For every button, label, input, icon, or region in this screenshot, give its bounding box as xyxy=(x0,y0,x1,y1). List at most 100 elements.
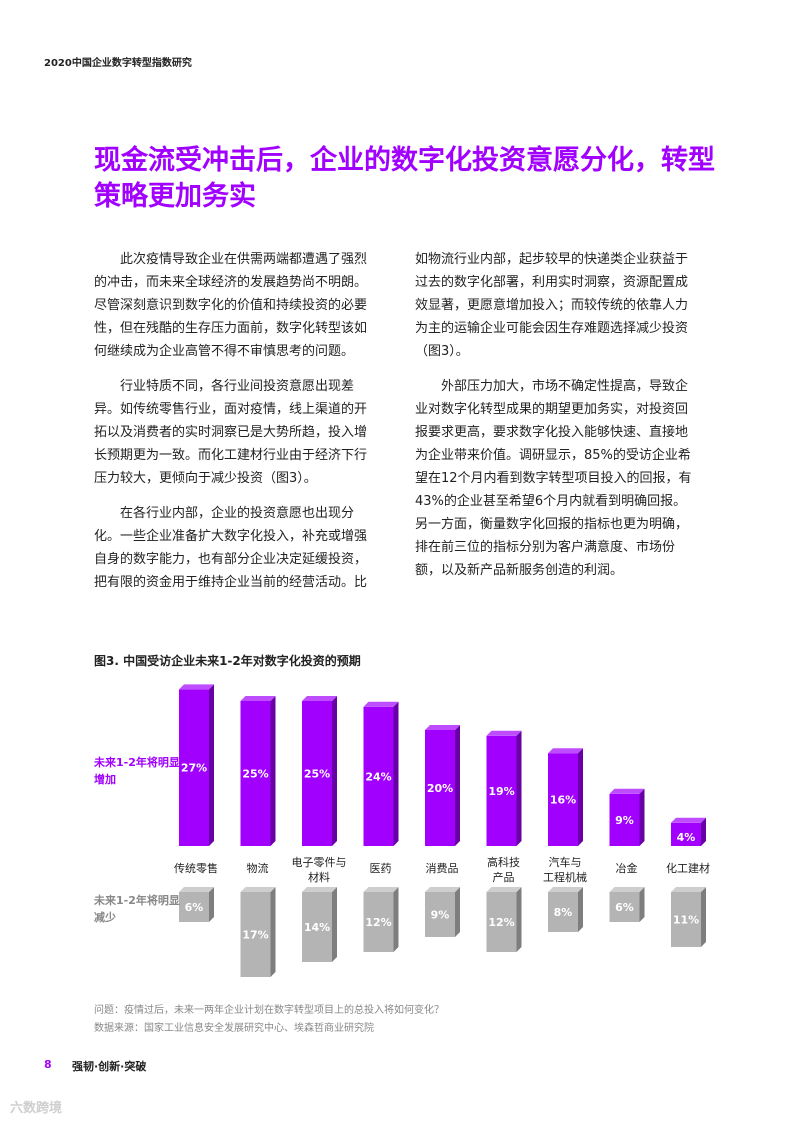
increase-bar-side xyxy=(516,730,522,846)
increase-bar-front xyxy=(671,822,701,846)
decrease-value-label: 12% xyxy=(365,916,391,929)
decrease-bar-side xyxy=(393,887,399,952)
increase-bar-side xyxy=(578,748,583,846)
decrease-bar-side xyxy=(455,887,460,937)
decrease-bar-top xyxy=(486,887,522,892)
category-label: 冶金 xyxy=(616,861,638,875)
increase-value-label: 24% xyxy=(365,770,391,783)
increase-value-label: 27% xyxy=(181,762,207,775)
decrease-bar-top xyxy=(179,887,214,892)
increase-bar-front xyxy=(486,735,517,846)
decrease-bar-side xyxy=(639,887,645,922)
report-title: 2020中国企业数字转型指数研究 xyxy=(44,58,192,69)
increase-bar-side xyxy=(393,701,399,846)
category-label: 工程机械 xyxy=(543,870,587,884)
increase-bar-side xyxy=(270,696,276,846)
category-label: 电子零件与 xyxy=(292,856,347,869)
increase-bar-front xyxy=(240,701,271,846)
increase-bar-front xyxy=(179,689,209,846)
page-number: 8 xyxy=(44,1058,52,1071)
decrease-bar-side xyxy=(701,887,706,947)
decrease-bar-top xyxy=(671,887,706,892)
body-paragraph: 在各行业内部，企业的投资意愿也出现分化。一些企业准备扩大数字化投入，补充或增强自… xyxy=(94,506,368,590)
increase-value-label: 20% xyxy=(427,782,453,795)
decrease-bar-front xyxy=(302,892,332,962)
decrease-value-label: 17% xyxy=(242,929,268,942)
increase-bar-side xyxy=(332,696,337,846)
decrease-value-label: 14% xyxy=(304,921,330,934)
category-label: 化工建材 xyxy=(666,861,710,875)
decrease-bar-side xyxy=(209,887,214,922)
body-paragraph: 外部压力加大，市场不确定性提高，导致企业对数字化转型成果的期望更加务实，对投资回… xyxy=(415,379,692,578)
decrease-value-label: 6% xyxy=(185,901,204,914)
increase-bar-side xyxy=(639,788,645,846)
increase-row-label: 未来1-2年将明显增加 xyxy=(94,756,180,786)
decrease-bar-side xyxy=(270,887,276,977)
decrease-bar-side xyxy=(332,887,337,962)
decrease-value-label: 11% xyxy=(673,914,699,927)
decrease-bar-side xyxy=(516,887,522,952)
decrease-bar-top xyxy=(240,887,276,892)
increase-value-label: 9% xyxy=(615,814,634,827)
increase-bar-side xyxy=(701,817,706,846)
category-label: 材料 xyxy=(308,870,330,884)
increase-bar-top xyxy=(179,684,214,690)
increase-bar-front xyxy=(363,706,394,846)
increase-bar-top xyxy=(548,748,583,754)
watermark-logo: 六数跨境 xyxy=(10,1101,63,1116)
decrease-bar-front xyxy=(486,892,517,952)
category-label: 高科技 xyxy=(487,855,520,869)
decrease-bar-side xyxy=(578,887,583,932)
increase-value-label: 25% xyxy=(304,768,330,781)
category-label: 产品 xyxy=(493,870,515,884)
increase-bar-top xyxy=(609,788,645,794)
decrease-bar-top xyxy=(425,887,460,892)
decrease-bar-front xyxy=(363,892,394,952)
body-paragraph: 此次疫情导致企业在供需两端都遭遇了强烈的冲击，而未来全球经济的发展趋势尚不明朗。… xyxy=(94,252,368,359)
decrease-bar-front xyxy=(671,892,701,947)
body-column-left: 此次疫情导致企业在供需两端都遭遇了强烈的冲击，而未来全球经济的发展趋势尚不明朗。… xyxy=(94,248,374,606)
category-label: 传统零售 xyxy=(174,861,218,875)
decrease-bar-front xyxy=(425,892,455,937)
body-column-right: 如物流行业内部，起步较早的快递类企业获益于过去的数字化部署，利用实时洞察，资源配… xyxy=(415,248,695,594)
increase-bar-front xyxy=(609,793,640,846)
decrease-value-label: 8% xyxy=(554,906,573,919)
increase-bar-front xyxy=(302,701,332,846)
increase-bar-top xyxy=(240,696,276,701)
increase-value-label: 4% xyxy=(677,831,696,844)
decrease-bar-top xyxy=(302,887,337,892)
increase-bar-top xyxy=(363,701,399,707)
increase-bar-top xyxy=(486,730,522,736)
category-label: 消费品 xyxy=(426,861,459,875)
decrease-bar-front xyxy=(548,892,578,932)
body-paragraph: 如物流行业内部，起步较早的快递类企业获益于过去的数字化部署，利用实时洞察，资源配… xyxy=(415,252,689,359)
increase-bar-top xyxy=(302,696,337,701)
increase-bar-side xyxy=(455,725,460,846)
increase-bar-front xyxy=(548,753,578,846)
increase-bar-top xyxy=(671,817,706,823)
data-source: 数据来源：国家工业信息安全发展研究中心、埃森哲商业研究院 xyxy=(94,1023,374,1034)
increase-bar-side xyxy=(209,684,214,846)
decrease-bar-top xyxy=(363,887,399,892)
page-headline: 现金流受冲击后，企业的数字化投资意愿分化，转型策略更加务实 xyxy=(94,145,715,212)
survey-question: 问题：疫情过后，未来一两年企业计划在数字转型项目上的总投入将如何变化？ xyxy=(94,1005,444,1016)
increase-value-label: 25% xyxy=(242,768,268,781)
decrease-value-label: 12% xyxy=(488,916,514,929)
increase-bar-front xyxy=(425,730,455,846)
category-label: 汽车与 xyxy=(549,855,582,869)
increase-bar-top xyxy=(425,725,460,730)
figure-title: 图3. 中国受访企业未来1-2年对数字化投资的预期 xyxy=(94,654,361,668)
increase-value-label: 19% xyxy=(488,785,514,798)
footer-slogan: 强韧·创新·突破 xyxy=(72,1060,147,1073)
increase-value-label: 16% xyxy=(550,794,576,807)
decrease-bar-front xyxy=(179,892,209,922)
body-paragraph: 行业特质不同，各行业间投资意愿出现差异。如传统零售行业，面对疫情，线上渠道的开拓… xyxy=(94,379,368,486)
category-label: 物流 xyxy=(247,861,269,875)
decrease-bar-front xyxy=(240,892,271,977)
decrease-value-label: 6% xyxy=(615,901,634,914)
category-label: 医药 xyxy=(370,862,392,875)
decrease-value-label: 9% xyxy=(431,909,450,922)
decrease-row-label: 未来1-2年将明显减少 xyxy=(94,894,180,924)
decrease-bar-top xyxy=(548,887,583,892)
